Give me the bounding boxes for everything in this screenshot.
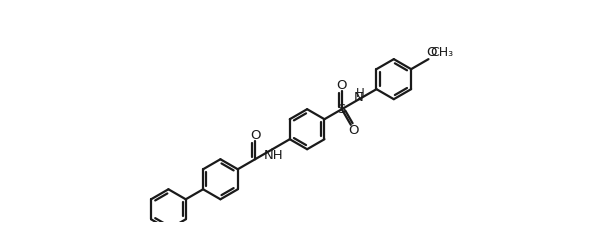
Text: H: H (356, 86, 364, 100)
Text: O: O (250, 129, 260, 142)
Text: O: O (349, 124, 359, 137)
Text: N: N (353, 91, 363, 104)
Text: S: S (338, 103, 346, 116)
Text: NH: NH (263, 149, 283, 162)
Text: O: O (426, 47, 437, 60)
Text: O: O (337, 79, 347, 92)
Text: CH₃: CH₃ (430, 46, 454, 59)
